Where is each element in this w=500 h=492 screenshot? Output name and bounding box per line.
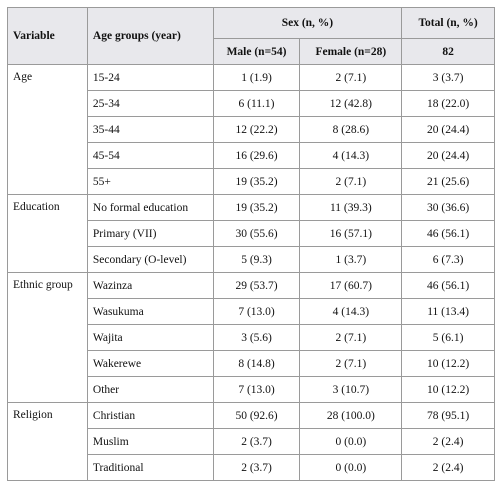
- table-row: Wajita 3 (5.6) 2 (7.1) 5 (6.1): [8, 324, 495, 351]
- female-cell: 2 (7.1): [299, 168, 403, 195]
- table-row: Primary (VII) 30 (55.6) 16 (57.1) 46 (56.1): [8, 220, 495, 247]
- table-row: 25-34 6 (11.1) 12 (42.8) 18 (22.0): [8, 90, 495, 117]
- total-cell: 21 (25.6): [401, 168, 495, 195]
- male-cell: 6 (11.1): [212, 90, 301, 117]
- male-cell: 50 (92.6): [212, 402, 301, 429]
- header-cell: Age groups (year): [86, 7, 214, 65]
- table-row: Education No formal education 19 (35.2) 11 …: [7, 194, 495, 273]
- total-cell: 46 (56.1): [401, 272, 495, 299]
- total-cell: 20 (24.4): [401, 116, 495, 143]
- male-cell: 8 (14.8): [212, 350, 301, 377]
- female-cell: 0 (0.0): [299, 428, 403, 455]
- male-cell: 7 (13.0): [212, 298, 301, 325]
- male-cell: 29 (53.7): [212, 272, 301, 299]
- female-cell: 16 (57.1): [299, 220, 403, 247]
- group-cell: No formal education: [86, 194, 214, 221]
- group-cell: Secondary (O-level): [86, 246, 214, 273]
- female-cell: 4 (14.3): [299, 298, 403, 325]
- female-cell: 12 (42.8): [299, 90, 403, 117]
- table-row: Ethnic group Wazinza 29 (53.7) 17 (60.7) 46 …: [7, 272, 495, 403]
- total-cell: 78 (95.1): [401, 402, 495, 429]
- total-cell: 20 (24.4): [401, 142, 495, 169]
- table-row: Secondary (O-level) 5 (9.3) 1 (3.7) 6 (7.3): [8, 246, 495, 273]
- variable-cell: Education: [7, 194, 88, 273]
- table-body: Age 15-24 1 (1.9) 2 (7.1) 3 (3.7) 25-34 6 (11.…: [7, 64, 495, 481]
- male-cell: 19 (35.2): [212, 168, 301, 195]
- data-table: Variable Age groups (year) Sex (n, %) To…: [7, 7, 495, 481]
- header-cell: Variable: [7, 7, 88, 65]
- male-cell: 30 (55.6): [212, 220, 301, 247]
- male-cell: 19 (35.2): [212, 194, 301, 221]
- table-row: Wasukuma 7 (13.0) 4 (14.3) 11 (13.4): [8, 298, 495, 325]
- group-cell: 55+: [86, 168, 214, 195]
- total-cell: 11 (13.4): [401, 298, 495, 325]
- group-cell: 35-44: [86, 116, 214, 143]
- table-row: Other 7 (13.0) 3 (10.7) 10 (12.2): [8, 376, 495, 403]
- female-cell: 4 (14.3): [299, 142, 403, 169]
- female-cell: 11 (39.3): [299, 194, 403, 221]
- total-cell: 2 (2.4): [401, 454, 495, 481]
- group-cell: 25-34: [86, 90, 214, 117]
- group-cell: Wakerewe: [86, 350, 214, 377]
- total-cell: 5 (6.1): [401, 324, 495, 351]
- male-cell: 2 (3.7): [212, 454, 301, 481]
- group-cell: Wasukuma: [86, 298, 214, 325]
- variable-cell: Age: [7, 64, 88, 195]
- female-cell: 28 (100.0): [299, 402, 403, 429]
- variable-cell: Ethnic group: [7, 272, 88, 403]
- group-cell: 45-54: [86, 142, 214, 169]
- male-cell: 3 (5.6): [212, 324, 301, 351]
- table-row: Age 15-24 1 (1.9) 2 (7.1) 3 (3.7): [7, 64, 495, 195]
- group-cell: Other: [86, 376, 214, 403]
- total-cell: 6 (7.3): [401, 246, 495, 273]
- female-cell: 2 (7.1): [299, 350, 403, 377]
- male-cell: 2 (3.7): [212, 428, 301, 455]
- male-cell: 1 (1.9): [212, 64, 301, 91]
- female-cell: 2 (7.1): [299, 64, 403, 91]
- female-cell: 3 (10.7): [299, 376, 403, 403]
- header-cell: 82: [401, 38, 495, 65]
- male-cell: 5 (9.3): [212, 246, 301, 273]
- table-row: Muslim 2 (3.7) 0 (0.0) 2 (2.4): [8, 428, 495, 455]
- header-cell: Male (n=54): [212, 38, 301, 65]
- male-cell: 7 (13.0): [212, 376, 301, 403]
- table-row: Religion Christian 50 (92.6) 28 (100.0) 78 (…: [7, 402, 495, 481]
- female-cell: 2 (7.1): [299, 324, 403, 351]
- total-cell: 30 (36.6): [401, 194, 495, 221]
- group-cell: Wajita: [86, 324, 214, 351]
- header-row: Variable Age groups (year) Sex (n, %) To…: [7, 7, 495, 65]
- header-row: Male (n=54) Female (n=28) 82: [8, 38, 495, 65]
- male-cell: 16 (29.6): [212, 142, 301, 169]
- variable-cell: Religion: [7, 402, 88, 481]
- total-cell: 46 (56.1): [401, 220, 495, 247]
- group-cell: 15-24: [86, 64, 214, 91]
- group-cell: Traditional: [86, 454, 214, 481]
- group-cell: Primary (VII): [86, 220, 214, 247]
- header-cell: Sex (n, %): [212, 7, 403, 39]
- female-cell: 17 (60.7): [299, 272, 403, 299]
- total-cell: 10 (12.2): [401, 350, 495, 377]
- total-cell: 3 (3.7): [401, 64, 495, 91]
- total-cell: 2 (2.4): [401, 428, 495, 455]
- group-cell: Christian: [86, 402, 214, 429]
- total-cell: 18 (22.0): [401, 90, 495, 117]
- total-cell: 10 (12.2): [401, 376, 495, 403]
- table-row: 55+ 19 (35.2) 2 (7.1) 21 (25.6): [8, 168, 495, 195]
- header-cell: Female (n=28): [299, 38, 403, 65]
- header-cell: Total (n, %): [401, 7, 495, 39]
- male-cell: 12 (22.2): [212, 116, 301, 143]
- group-cell: Wazinza: [86, 272, 214, 299]
- female-cell: 0 (0.0): [299, 454, 403, 481]
- group-cell: Muslim: [86, 428, 214, 455]
- female-cell: 8 (28.6): [299, 116, 403, 143]
- table-row: Traditional 2 (3.7) 0 (0.0) 2 (2.4): [8, 454, 495, 481]
- female-cell: 1 (3.7): [299, 246, 403, 273]
